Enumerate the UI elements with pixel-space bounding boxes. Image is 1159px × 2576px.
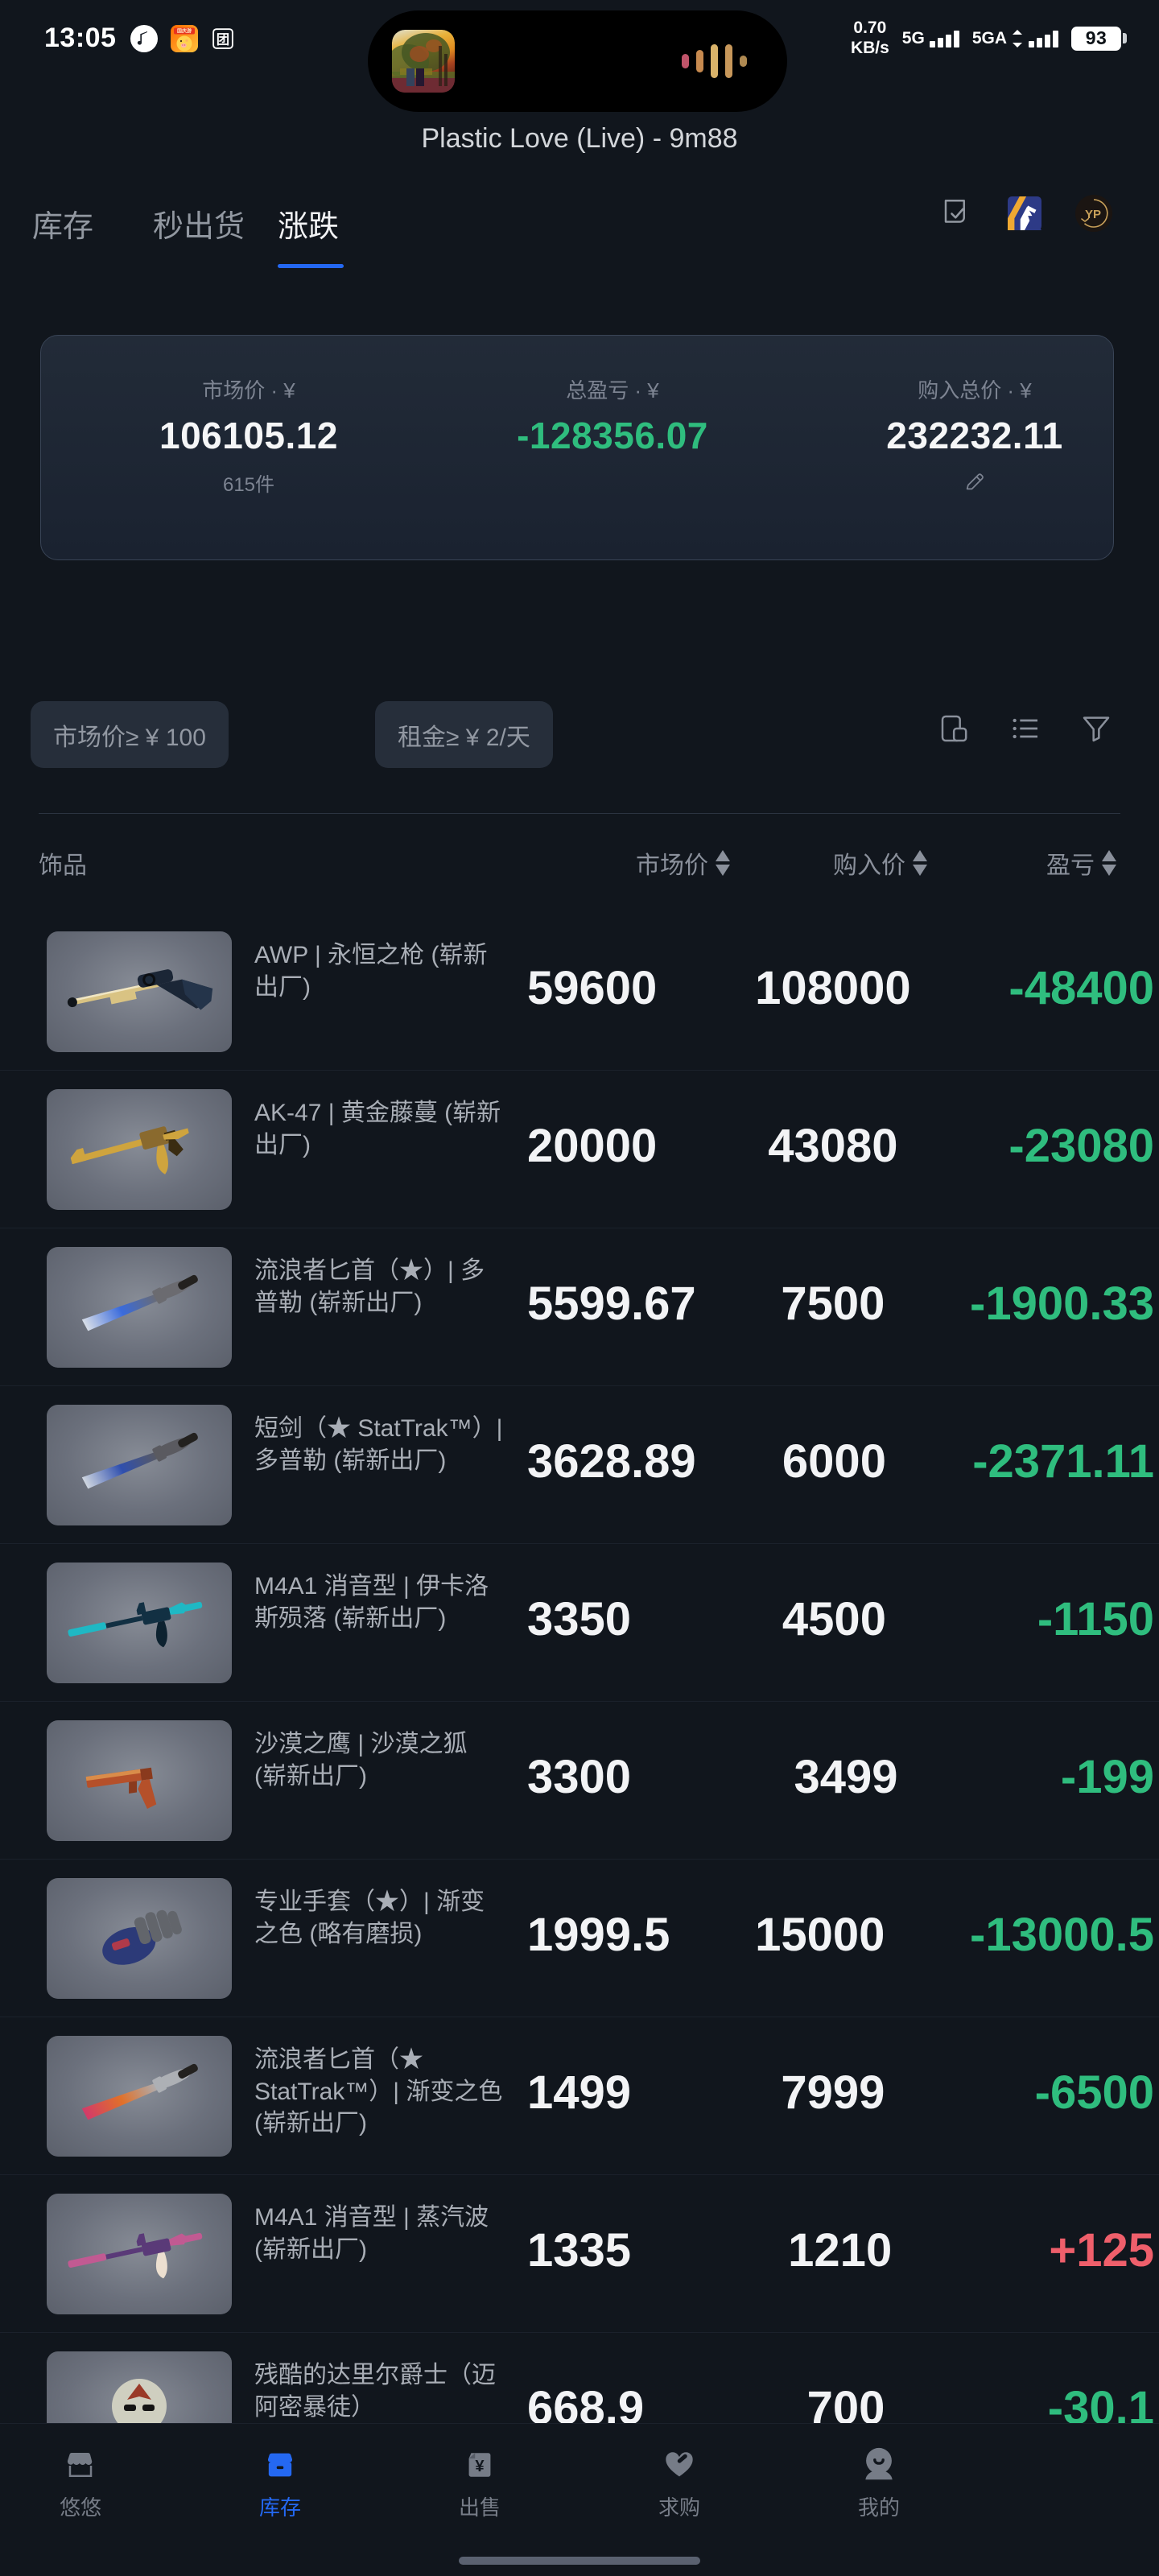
- svg-text:国庆游: 国庆游: [177, 27, 192, 34]
- svg-text:团: 团: [217, 32, 229, 47]
- svg-text:YP: YP: [1085, 208, 1101, 221]
- svg-text:¥: ¥: [475, 2458, 485, 2475]
